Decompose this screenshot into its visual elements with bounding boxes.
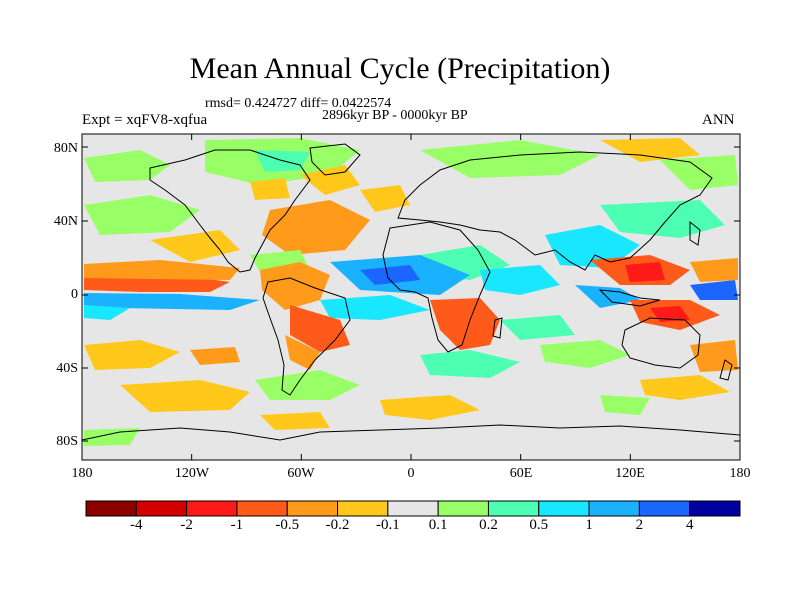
anomaly-patch [380,395,480,420]
lon-label-120w: 120W [174,466,210,481]
anomaly-patch [360,185,410,212]
colorbar-label: 1 [585,517,593,533]
colorbar-label: -0.2 [325,517,350,533]
coastline-australia [621,317,701,369]
experiment-label: Expt = xqFV8-xqfua [82,112,208,128]
colorbar-label: 0.2 [479,517,498,533]
anomaly-patch [540,340,630,368]
anomaly-patch [690,258,738,282]
anomaly-patch [420,140,600,178]
colorbar-label: 0.5 [529,517,549,533]
anomaly-patch [84,428,140,446]
coastline-south-america [262,277,351,396]
anomaly-patch [600,395,650,415]
colorbar-swatch [689,500,741,517]
colorbar [85,500,741,517]
colorbar-label: 2 [635,517,644,533]
lon-label-60w: 60W [287,466,315,481]
anomaly-patch [650,306,690,322]
colorbar-swatch [286,500,339,517]
colorbar-swatch [135,500,188,517]
anomaly-patch [260,262,330,310]
lon-label-60e: 60E [509,466,533,481]
anomaly-patch [84,150,170,182]
anomaly-patch [625,262,665,282]
anomaly-patch [84,305,130,320]
period-label: 2896kyr BP - 0000kyr BP [322,108,468,123]
coastline-africa [382,221,491,353]
season-label: ANN [702,112,735,128]
colorbar-label: -2 [180,517,193,533]
lat-label-eq: 0 [71,287,78,302]
coastline-north-america [149,149,311,273]
coastline-japan [689,220,701,246]
coastline-antarctica [82,424,740,441]
coastline-maritime-continent [598,289,661,307]
anomaly-patch [430,298,500,350]
colorbar-swatch [337,500,389,517]
lon-label-180e: 180 [729,466,751,481]
anomaly-patch [480,265,560,295]
colorbar-label: 0.1 [428,517,448,533]
lon-label-180w: 180 [71,466,93,481]
anomaly-patch [285,335,320,370]
anomaly-patch [84,340,180,370]
colorbar-swatch [638,500,691,517]
anomaly-patch [250,178,290,200]
coastline-greenland [309,143,361,176]
anomaly-patch [260,412,330,430]
lat-label-40s: 40S [56,361,78,376]
anomaly-patch [600,138,700,162]
anomaly-patch [320,295,430,320]
colorbar-swatch [186,500,238,517]
anomaly-patch [255,370,360,400]
anomaly-patch [500,315,575,340]
anomaly-patch [84,260,240,280]
anomaly-patch [660,155,738,190]
colorbar-label: -0.5 [275,517,300,533]
colorbar-swatch [236,500,288,517]
colorbar-label: 4 [685,517,694,533]
lon-label-120e: 120E [615,466,645,481]
coastline-new-zealand [719,359,733,381]
chart-title: Mean Annual Cycle (Precipitation) [189,52,611,85]
anomaly-patch [690,280,738,300]
colorbar-swatch [85,500,137,517]
colorbar-swatch [588,500,640,517]
colorbar-label: -4 [130,517,143,533]
lat-label-80s: 80S [56,434,78,449]
anomaly-patch [545,225,640,268]
colorbar-swatch [487,500,540,517]
anomaly-patch [575,285,640,308]
lon-label-0: 0 [407,466,415,481]
colorbar-swatch [538,500,590,517]
anomaly-patch [84,195,200,235]
colorbar-swatch [437,500,489,517]
anomaly-patch [420,350,520,378]
coastline-eurasia [397,151,713,271]
anomaly-patch [84,293,260,310]
anomaly-patch [600,200,725,238]
precip-field [82,134,740,460]
axis-ticks [81,134,741,460]
colorbar-label: -0.1 [375,517,400,533]
anomaly-patch [360,265,420,285]
anomaly-patch [120,380,250,412]
anomaly-patch [150,230,240,262]
lat-label-80n: 80N [53,141,78,156]
colorbar-swatch [387,500,439,517]
lat-label-40n: 40N [53,214,78,229]
coastlines [82,143,740,441]
anomaly-patch [190,347,240,365]
colorbar-label: -1 [230,517,244,533]
anomaly-patch [640,375,730,400]
anomaly-patch [262,200,370,255]
coastline-madagascar [492,317,503,339]
stats-label: rmsd= 0.424727 diff= 0.0422574 [205,96,392,111]
anomaly-patch [690,340,738,372]
